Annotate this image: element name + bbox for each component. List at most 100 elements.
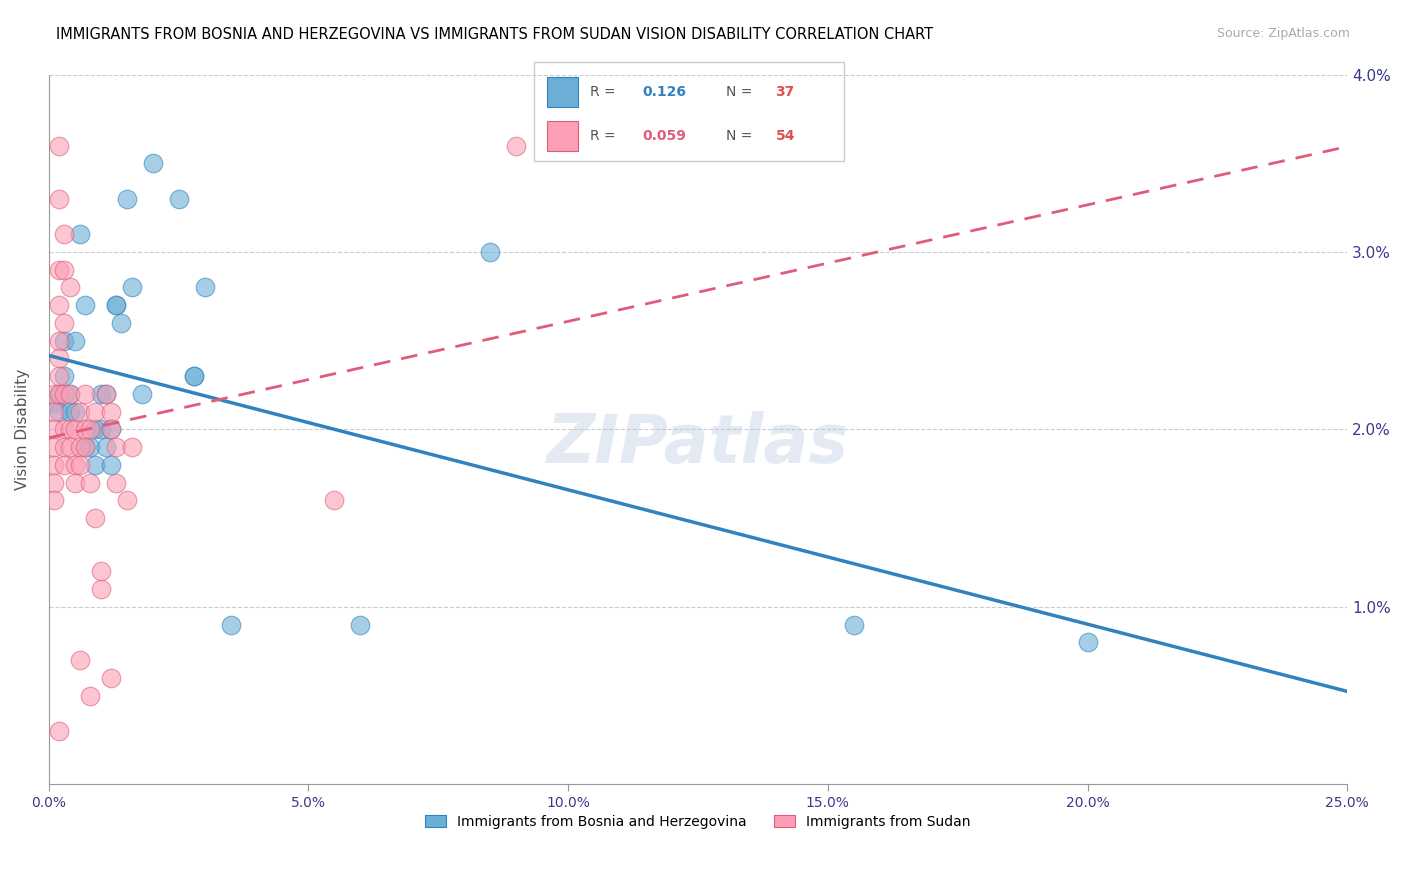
Immigrants from Sudan [53,387,76,401]
Immigrants from Sudan [84,511,107,525]
Bar [547,121,578,151]
Immigrants from Bosnia and Herzegovina [53,334,76,348]
Immigrants from Sudan [53,422,76,436]
Immigrants from Sudan [63,422,86,436]
Immigrants from Sudan [48,351,70,366]
Immigrants from Sudan [53,316,76,330]
Immigrants from Sudan [69,405,91,419]
Text: IMMIGRANTS FROM BOSNIA AND HERZEGOVINA VS IMMIGRANTS FROM SUDAN VISION DISABILIT: IMMIGRANTS FROM BOSNIA AND HERZEGOVINA V… [56,27,934,42]
Immigrants from Sudan [58,387,80,401]
Y-axis label: Vision Disability: Vision Disability [15,368,30,490]
Immigrants from Bosnia and Herzegovina [219,617,242,632]
Immigrants from Sudan [121,440,143,454]
Immigrants from Sudan [105,440,128,454]
Text: 54: 54 [776,129,794,143]
Immigrants from Sudan [48,298,70,312]
Immigrants from Bosnia and Herzegovina [84,422,107,436]
Immigrants from Bosnia and Herzegovina [349,617,371,632]
Immigrants from Bosnia and Herzegovina [115,192,138,206]
Immigrants from Sudan [79,689,101,703]
Immigrants from Sudan [48,262,70,277]
Immigrants from Sudan [90,565,112,579]
Immigrants from Bosnia and Herzegovina [479,244,502,259]
Immigrants from Bosnia and Herzegovina [42,396,65,410]
Immigrants from Bosnia and Herzegovina [94,440,117,454]
Bar [547,77,578,106]
Immigrants from Bosnia and Herzegovina [183,369,205,384]
Immigrants from Bosnia and Herzegovina [183,369,205,384]
Immigrants from Sudan [58,280,80,294]
Immigrants from Sudan [100,422,122,436]
Immigrants from Sudan [53,227,76,242]
Immigrants from Sudan [63,458,86,472]
Immigrants from Sudan [48,724,70,739]
Immigrants from Sudan [105,475,128,490]
Immigrants from Sudan [79,422,101,436]
Immigrants from Sudan [42,475,65,490]
Immigrants from Sudan [53,262,76,277]
Immigrants from Bosnia and Herzegovina [90,387,112,401]
Immigrants from Sudan [48,369,70,384]
Immigrants from Bosnia and Herzegovina [75,298,97,312]
Immigrants from Sudan [42,493,65,508]
Immigrants from Bosnia and Herzegovina [58,405,80,419]
Immigrants from Bosnia and Herzegovina [167,192,190,206]
Immigrants from Sudan [100,405,122,419]
Immigrants from Bosnia and Herzegovina [842,617,865,632]
Immigrants from Bosnia and Herzegovina [94,387,117,401]
Immigrants from Sudan [48,387,70,401]
Immigrants from Sudan [505,138,527,153]
Text: 0.059: 0.059 [643,129,686,143]
Immigrants from Sudan [48,138,70,153]
Immigrants from Bosnia and Herzegovina [100,422,122,436]
Immigrants from Sudan [100,671,122,685]
Text: 37: 37 [776,85,794,99]
Text: ZIPatlas: ZIPatlas [547,410,849,476]
Immigrants from Bosnia and Herzegovina [131,387,153,401]
Immigrants from Bosnia and Herzegovina [48,405,70,419]
Text: N =: N = [725,129,752,143]
Immigrants from Sudan [42,440,65,454]
Immigrants from Sudan [58,422,80,436]
Text: N =: N = [725,85,752,99]
Immigrants from Sudan [48,192,70,206]
Immigrants from Sudan [79,475,101,490]
Immigrants from Sudan [42,458,65,472]
Immigrants from Bosnia and Herzegovina [110,316,132,330]
Immigrants from Sudan [323,493,346,508]
Immigrants from Sudan [84,405,107,419]
Immigrants from Sudan [63,475,86,490]
Immigrants from Sudan [115,493,138,508]
Immigrants from Bosnia and Herzegovina [193,280,215,294]
Immigrants from Sudan [69,653,91,667]
Immigrants from Sudan [69,440,91,454]
Immigrants from Bosnia and Herzegovina [53,369,76,384]
Immigrants from Bosnia and Herzegovina [105,298,128,312]
Immigrants from Bosnia and Herzegovina [142,156,165,170]
Immigrants from Bosnia and Herzegovina [121,280,143,294]
Immigrants from Sudan [75,387,97,401]
Immigrants from Sudan [75,422,97,436]
Immigrants from Bosnia and Herzegovina [75,440,97,454]
Immigrants from Bosnia and Herzegovina [63,405,86,419]
Immigrants from Sudan [58,440,80,454]
Immigrants from Bosnia and Herzegovina [105,298,128,312]
Immigrants from Sudan [42,422,65,436]
Immigrants from Sudan [69,458,91,472]
Immigrants from Bosnia and Herzegovina [63,334,86,348]
Immigrants from Sudan [75,440,97,454]
Immigrants from Bosnia and Herzegovina [1077,635,1099,649]
Immigrants from Sudan [90,582,112,597]
Text: R =: R = [591,85,616,99]
Immigrants from Bosnia and Herzegovina [100,458,122,472]
Immigrants from Sudan [53,440,76,454]
Immigrants from Bosnia and Herzegovina [58,387,80,401]
Immigrants from Bosnia and Herzegovina [69,227,91,242]
Immigrants from Bosnia and Herzegovina [48,387,70,401]
Immigrants from Sudan [42,387,65,401]
Legend: Immigrants from Bosnia and Herzegovina, Immigrants from Sudan: Immigrants from Bosnia and Herzegovina, … [419,809,976,834]
Immigrants from Sudan [94,387,117,401]
Immigrants from Sudan [42,405,65,419]
Immigrants from Bosnia and Herzegovina [84,458,107,472]
Text: Source: ZipAtlas.com: Source: ZipAtlas.com [1216,27,1350,40]
